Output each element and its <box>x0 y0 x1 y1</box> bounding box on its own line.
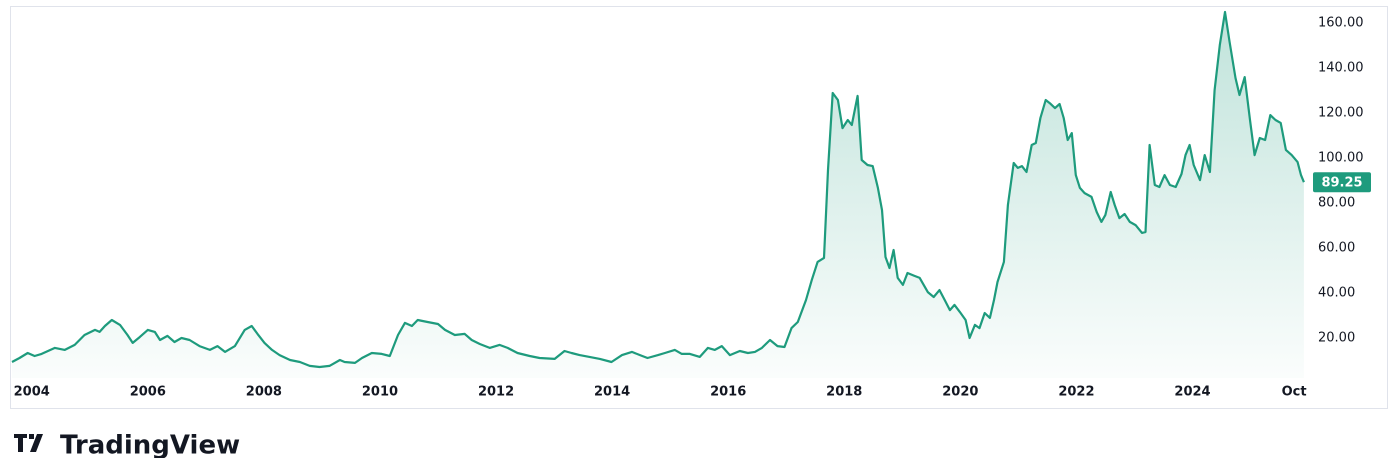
x-tick-label: Oct <box>1282 385 1307 400</box>
x-tick-label: 2012 <box>478 385 514 400</box>
last-price-badge <box>1313 172 1371 193</box>
x-tick-label: 2018 <box>826 385 862 400</box>
y-tick-label: 20.00 <box>1318 330 1355 345</box>
price-line <box>11 10 1305 369</box>
y-tick-label: 40.00 <box>1318 285 1355 300</box>
plot <box>11 10 1305 378</box>
x-tick-label: 2008 <box>246 385 282 400</box>
x-tick-label: 2020 <box>942 385 978 400</box>
x-tick-label: 2006 <box>130 385 166 400</box>
chart-frame <box>10 6 1388 409</box>
x-tick-label: 2016 <box>710 385 746 400</box>
x-tick-label: 2004 <box>14 385 50 400</box>
y-tick-label: 60.00 <box>1318 240 1355 255</box>
x-tick-label: 2014 <box>594 385 630 400</box>
logo <box>14 434 43 452</box>
x-tick-label: 2024 <box>1174 385 1210 400</box>
y-tick-label: 160.00 <box>1318 16 1364 31</box>
y-tick-label: 140.00 <box>1318 61 1364 76</box>
y-tick-label: 120.00 <box>1318 106 1364 121</box>
x-tick-label: 2022 <box>1058 385 1094 400</box>
brand-name: TradingView <box>60 431 240 459</box>
y-tick-label: 80.00 <box>1318 196 1355 211</box>
x-tick-label: 2010 <box>362 385 398 400</box>
last-price-label: 89.25 <box>1321 176 1362 191</box>
area-fill <box>12 12 1304 378</box>
y-tick-label: 100.00 <box>1318 151 1364 166</box>
